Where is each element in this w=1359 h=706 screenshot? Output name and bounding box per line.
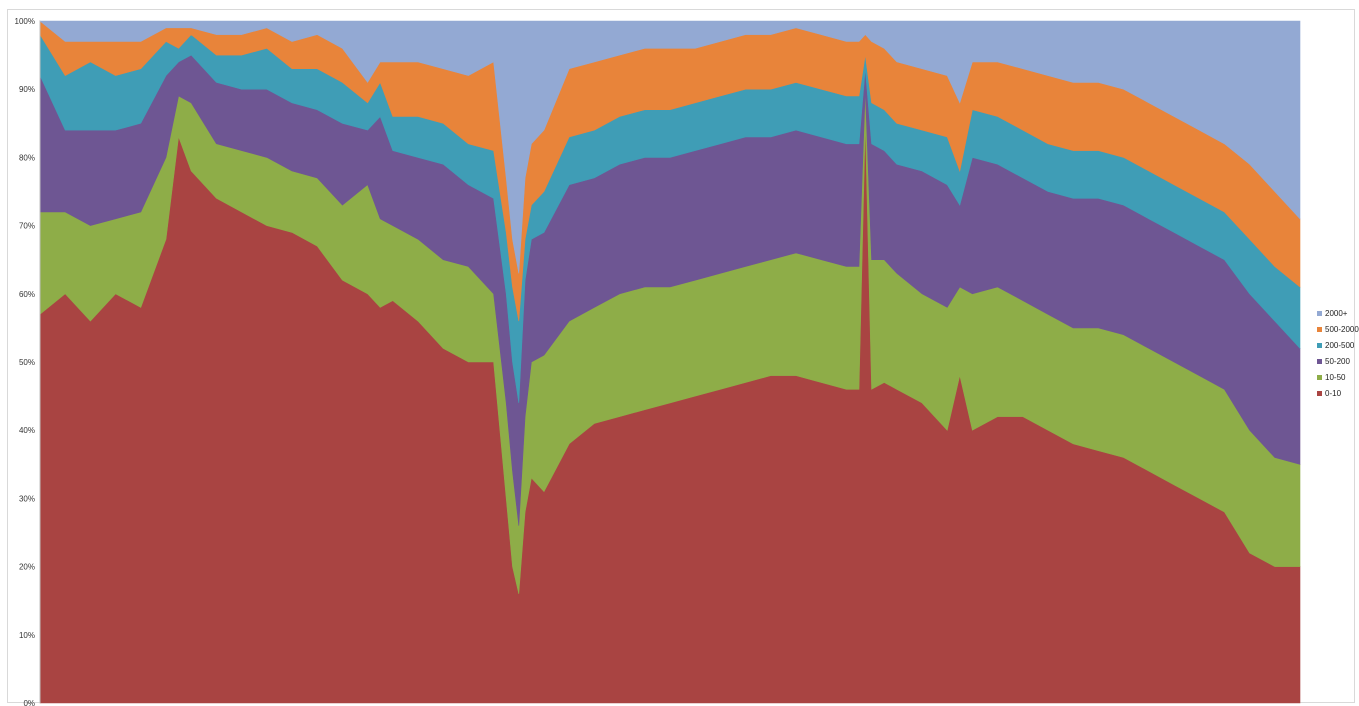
y-tick-label: 20% [19,563,35,572]
plot-areas [39,20,1301,704]
y-tick-label: 80% [19,153,35,162]
legend-swatch-50-200 [1317,359,1322,364]
y-tick-label: 90% [19,85,35,94]
legend-label: 0-10 [1325,389,1342,398]
y-tick-label: 50% [19,358,35,367]
y-tick-label: 30% [19,494,35,503]
legend-label: 200-500 [1325,341,1355,350]
legend-swatch-10-50 [1317,375,1322,380]
legend-label: 500-2000 [1325,325,1359,334]
legend-label: 10-50 [1325,373,1346,382]
y-axis: 0% 10% 20% 30% 40% 50% 60% 70% 80% 90% 100% [15,17,41,706]
legend-label: 50-200 [1325,357,1350,366]
legend-swatch-200-500 [1317,343,1322,348]
y-tick-label: 60% [19,290,35,299]
y-tick-label: 40% [19,426,35,435]
legend-swatch-2000+ [1317,311,1322,316]
legend-label: 2000+ [1325,309,1348,318]
y-tick-label: 70% [19,222,35,231]
legend: 2000+ 500-2000 200-500 50-200 10-50 0-10 [1317,309,1359,398]
area-series-2000+ [39,20,1301,274]
legend-swatch-0-10 [1317,391,1322,396]
y-tick-label: 0% [23,699,35,706]
legend-swatch-500-2000 [1317,327,1322,332]
y-tick-label: 100% [15,17,35,26]
y-tick-label: 10% [19,631,35,640]
